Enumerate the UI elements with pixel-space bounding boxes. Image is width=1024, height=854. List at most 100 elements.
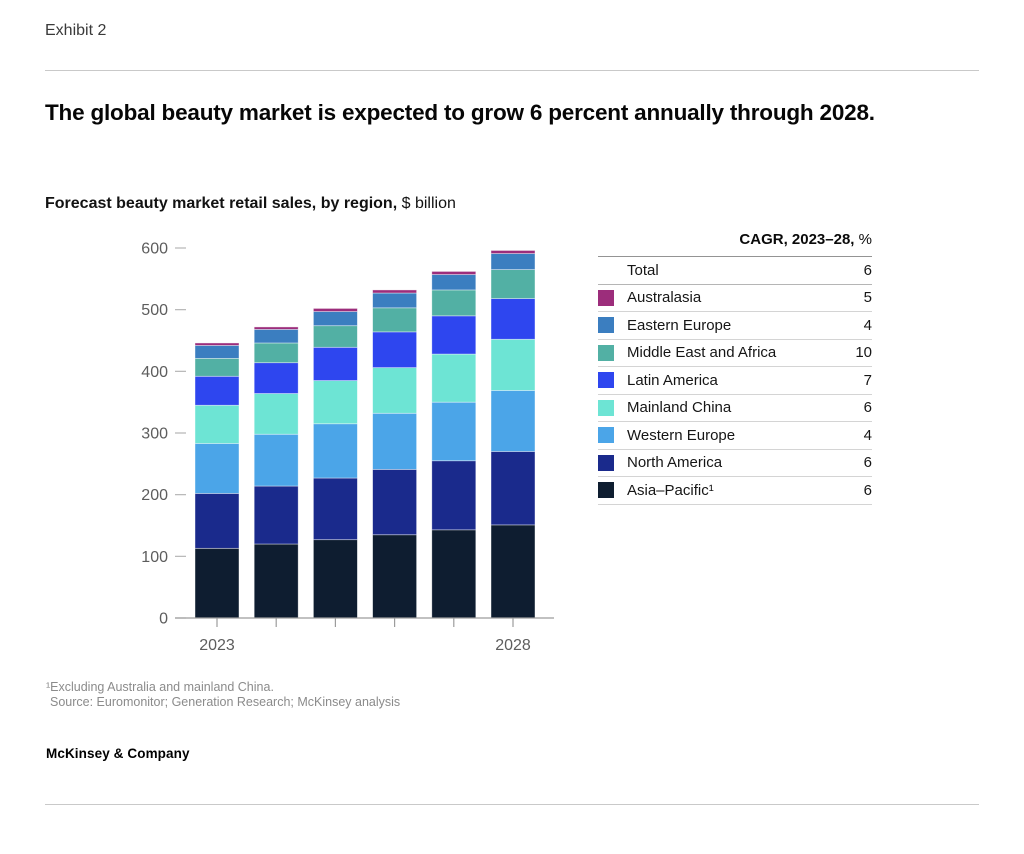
bar-segment [431, 315, 477, 355]
bar-segment [253, 485, 299, 545]
bar-segment [490, 298, 536, 340]
bar-segment [313, 325, 358, 348]
bar-segment [313, 380, 358, 425]
bar-segment [194, 358, 240, 377]
bar-segment [253, 433, 299, 487]
legend-cagr-value: 7 [863, 371, 872, 389]
footnote-1: ¹Excluding Australia and mainland China. [46, 680, 274, 694]
legend-label: Australasia [627, 289, 702, 307]
legend-swatch [598, 289, 614, 306]
bar-segment [490, 250, 536, 254]
legend-row: Eastern Europe 4 [598, 312, 872, 340]
bar-segment [372, 412, 417, 470]
bar-segment [490, 451, 536, 526]
cagr-table: CAGR, 2023–28, % Total 6 Australasia 5 Easte… [598, 231, 872, 505]
bar-segment [431, 460, 477, 531]
bar-segment [490, 338, 536, 391]
bar-segment [253, 342, 299, 364]
legend-row: Western Europe 4 [598, 422, 872, 450]
bar-segment [253, 543, 299, 619]
y-axis-label-300: 300 [141, 426, 168, 443]
bar-segment [431, 271, 477, 275]
legend-label: Total [627, 261, 659, 279]
exhibit-label: Exhibit 2 [45, 22, 107, 39]
legend-label: Western Europe [627, 426, 736, 444]
bar-segment [194, 375, 240, 406]
bar-segment [253, 326, 299, 330]
bottom-divider [45, 804, 979, 805]
legend-row: Middle East and Africa 10 [598, 340, 872, 367]
bar-segment [313, 539, 358, 619]
legend-row: Mainland China 6 [598, 395, 872, 422]
bar-segment [372, 534, 417, 619]
bar-segment [253, 393, 299, 435]
bar-segment [313, 311, 358, 327]
y-axis-label-400: 400 [141, 364, 168, 381]
bar-segment [194, 547, 240, 619]
cagr-header-label: CAGR, 2023–28, [739, 231, 855, 248]
legend-swatch [598, 344, 614, 361]
y-axis-label-500: 500 [141, 302, 168, 319]
legend-swatch [598, 317, 614, 334]
y-axis-label-600: 600 [141, 241, 168, 258]
legend-row: North America 6 [598, 450, 872, 477]
bar-segment [313, 346, 358, 381]
legend-swatch [598, 427, 614, 444]
legend-cagr-value: 6 [863, 454, 872, 472]
legend-cagr-value: 4 [863, 316, 872, 334]
bar-segment [372, 469, 417, 536]
bar-segment [194, 342, 240, 346]
bar-segment [372, 307, 417, 333]
legend-rows: Total 6 Australasia 5 Eastern Europe 4 Middle … [598, 257, 872, 505]
legend-label: Asia–Pacific¹ [627, 481, 714, 499]
legend-label: Latin America [627, 371, 718, 389]
y-axis-label-0: 0 [159, 611, 168, 628]
legend-swatch [598, 482, 614, 499]
legend-cagr-value: 6 [863, 481, 872, 499]
bar-segment [194, 443, 240, 494]
bar-segment [490, 269, 536, 299]
legend-cagr-value: 6 [863, 399, 872, 417]
bar-segment [372, 367, 417, 414]
legend-row: Australasia 5 [598, 285, 872, 312]
legend-swatch [598, 372, 614, 389]
footnote-source: Source: Euromonitor; Generation Research… [50, 695, 401, 709]
legend-cagr-value: 6 [863, 261, 872, 279]
legend-label: Middle East and Africa [627, 344, 777, 362]
bar-segment [431, 529, 477, 619]
cagr-table-header: CAGR, 2023–28, % [598, 231, 872, 257]
chart-subtitle: Forecast beauty market retail sales, by … [45, 195, 456, 213]
bar-segment [431, 289, 477, 317]
legend-swatch [598, 454, 614, 471]
x-axis-label: 2028 [495, 637, 531, 654]
bar-segment [431, 274, 477, 291]
legend-row: Total 6 [598, 257, 872, 285]
legend-swatch [598, 399, 614, 416]
legend-cagr-value: 5 [863, 289, 872, 307]
legend-label: Eastern Europe [627, 316, 732, 334]
stacked-bar-chart: 0 100 200 300 400 500 600 2023 2028 [141, 241, 554, 654]
bar-segment [372, 289, 417, 294]
y-axis-label-100: 100 [141, 549, 168, 566]
bar-segment [313, 477, 358, 541]
mckinsey-brand: McKinsey & Company [46, 746, 190, 761]
legend-row: Latin America 7 [598, 367, 872, 395]
legend-cagr-value: 10 [855, 344, 872, 362]
bar-segment [313, 308, 358, 312]
cagr-header-unit: % [854, 231, 872, 248]
bar-segment [253, 362, 299, 394]
chart-subtitle-unit: $ billion [397, 195, 456, 212]
legend-label: North America [627, 454, 723, 472]
bar-segment [431, 401, 477, 462]
legend-cagr-value: 4 [863, 426, 872, 444]
y-axis-label-200: 200 [141, 487, 168, 504]
bar-segment [194, 404, 240, 444]
bar-segment [194, 493, 240, 549]
bar-segment [253, 329, 299, 344]
top-divider [45, 70, 979, 71]
footnotes: ¹Excluding Australia and mainland China.… [46, 680, 400, 710]
bar-segment [313, 423, 358, 479]
bar-segment [490, 390, 536, 452]
bar-segment [431, 353, 477, 403]
